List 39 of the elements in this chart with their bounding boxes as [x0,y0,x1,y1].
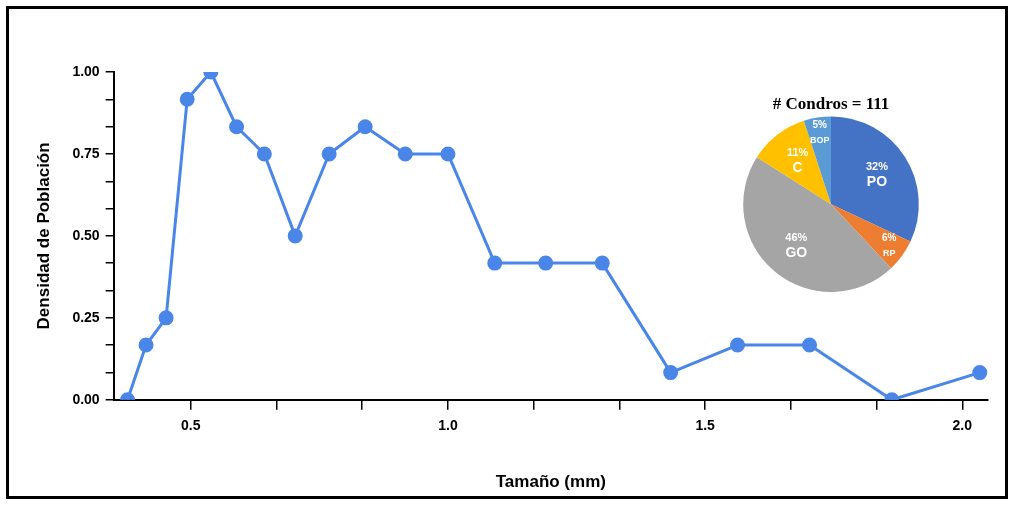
chart-title: # Condros = 111 [772,93,890,113]
x-tick-label: 2.0 [952,417,973,434]
y-tick-label: 1.00 [72,62,100,79]
point [229,119,245,135]
data-label: 11% [786,146,809,159]
data-label: 46% [785,231,808,244]
point [730,337,746,353]
y-tick-label: 0.25 [72,308,100,325]
point [256,146,272,162]
point [663,365,679,381]
x-tick-label: 0.5 [181,417,201,434]
point [158,310,174,326]
point [594,255,610,271]
y-axis-title: Densidad de Población [33,142,53,330]
slice-label: RP [882,248,896,258]
point [138,337,154,353]
point [802,337,818,353]
point [972,365,988,381]
x-axis-title: Tamaño (mm) [495,472,606,492]
x-tick-label: 1.5 [695,417,716,434]
point [487,255,503,271]
slice-label: C [792,159,803,176]
y-tick-label: 0.75 [72,144,100,161]
point [397,146,413,162]
slice-label: BOP [809,134,830,145]
data-label: 5% [812,118,828,130]
point [538,255,554,271]
data-label: 32% [865,160,889,173]
point [440,146,456,162]
x-tick-label: 1.0 [438,417,458,434]
point [179,91,195,107]
point [321,146,337,162]
y-tick-label: 0.50 [72,226,100,243]
slice-label: GO [785,244,808,260]
data-label: 6% [882,232,897,244]
point [357,119,373,135]
point [287,228,303,244]
slice-label: PO [866,172,888,189]
y-tick-label: 0.00 [72,390,100,407]
